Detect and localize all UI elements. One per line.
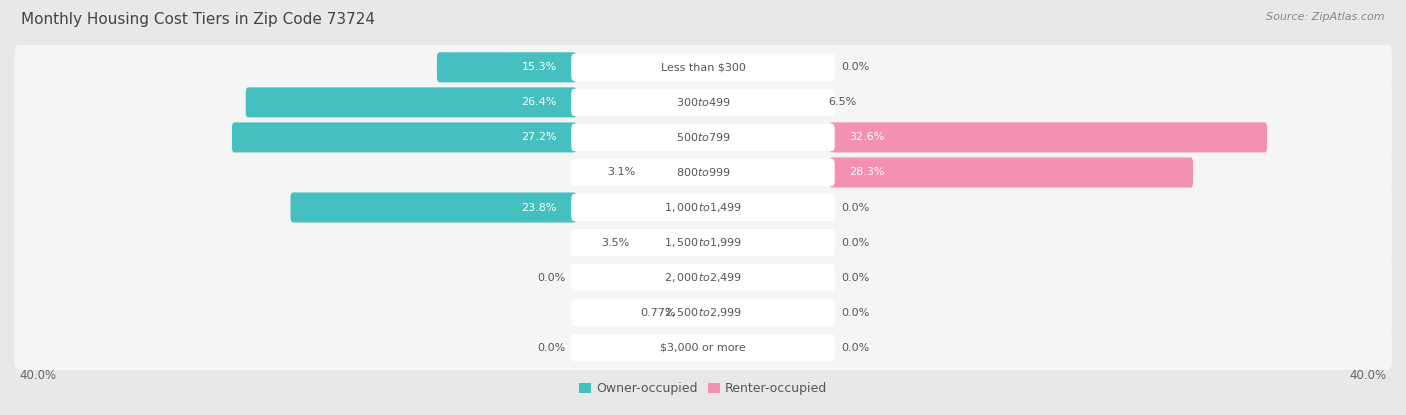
- Text: 3.1%: 3.1%: [607, 168, 636, 178]
- FancyBboxPatch shape: [14, 220, 1392, 265]
- Text: Monthly Housing Cost Tiers in Zip Code 73724: Monthly Housing Cost Tiers in Zip Code 7…: [21, 12, 375, 27]
- Text: Less than $300: Less than $300: [661, 62, 745, 72]
- Text: 0.0%: 0.0%: [841, 62, 869, 72]
- Text: 3.5%: 3.5%: [600, 237, 628, 247]
- Text: $2,000 to $2,499: $2,000 to $2,499: [664, 271, 742, 284]
- Text: $1,000 to $1,499: $1,000 to $1,499: [664, 201, 742, 214]
- FancyBboxPatch shape: [14, 325, 1392, 370]
- Legend: Owner-occupied, Renter-occupied: Owner-occupied, Renter-occupied: [574, 377, 832, 400]
- Text: 0.0%: 0.0%: [841, 273, 869, 283]
- FancyBboxPatch shape: [14, 150, 1392, 195]
- FancyBboxPatch shape: [571, 264, 835, 291]
- Text: $800 to $999: $800 to $999: [675, 166, 731, 178]
- FancyBboxPatch shape: [232, 122, 576, 152]
- Text: 26.4%: 26.4%: [522, 98, 557, 107]
- FancyBboxPatch shape: [14, 80, 1392, 125]
- Text: 0.0%: 0.0%: [841, 343, 869, 353]
- Text: 0.0%: 0.0%: [841, 308, 869, 317]
- FancyBboxPatch shape: [571, 89, 835, 116]
- FancyBboxPatch shape: [830, 157, 1194, 188]
- FancyBboxPatch shape: [571, 334, 835, 361]
- Text: $500 to $799: $500 to $799: [675, 132, 731, 144]
- Text: 15.3%: 15.3%: [522, 62, 557, 72]
- Text: 23.8%: 23.8%: [522, 203, 557, 212]
- FancyBboxPatch shape: [14, 185, 1392, 230]
- Text: 0.77%: 0.77%: [641, 308, 676, 317]
- Text: Source: ZipAtlas.com: Source: ZipAtlas.com: [1267, 12, 1385, 22]
- Text: 28.3%: 28.3%: [849, 168, 884, 178]
- FancyBboxPatch shape: [291, 193, 576, 222]
- FancyBboxPatch shape: [14, 45, 1392, 90]
- Text: $1,500 to $1,999: $1,500 to $1,999: [664, 236, 742, 249]
- Text: 0.0%: 0.0%: [841, 203, 869, 212]
- FancyBboxPatch shape: [830, 122, 1267, 152]
- FancyBboxPatch shape: [246, 87, 576, 117]
- FancyBboxPatch shape: [571, 229, 835, 256]
- Text: 6.5%: 6.5%: [828, 98, 858, 107]
- FancyBboxPatch shape: [14, 255, 1392, 300]
- Text: 0.0%: 0.0%: [537, 273, 565, 283]
- Text: $300 to $499: $300 to $499: [675, 96, 731, 108]
- FancyBboxPatch shape: [571, 299, 835, 326]
- FancyBboxPatch shape: [571, 124, 835, 151]
- FancyBboxPatch shape: [14, 290, 1392, 335]
- Text: 32.6%: 32.6%: [849, 132, 884, 142]
- Text: 0.0%: 0.0%: [537, 343, 565, 353]
- Text: 40.0%: 40.0%: [1350, 369, 1386, 382]
- Text: 27.2%: 27.2%: [522, 132, 557, 142]
- Text: 0.0%: 0.0%: [841, 237, 869, 247]
- Text: $3,000 or more: $3,000 or more: [661, 343, 745, 353]
- FancyBboxPatch shape: [571, 159, 835, 186]
- Text: $2,500 to $2,999: $2,500 to $2,999: [664, 306, 742, 319]
- Text: 40.0%: 40.0%: [20, 369, 56, 382]
- FancyBboxPatch shape: [437, 52, 576, 82]
- FancyBboxPatch shape: [14, 115, 1392, 160]
- FancyBboxPatch shape: [571, 194, 835, 221]
- FancyBboxPatch shape: [571, 54, 835, 81]
